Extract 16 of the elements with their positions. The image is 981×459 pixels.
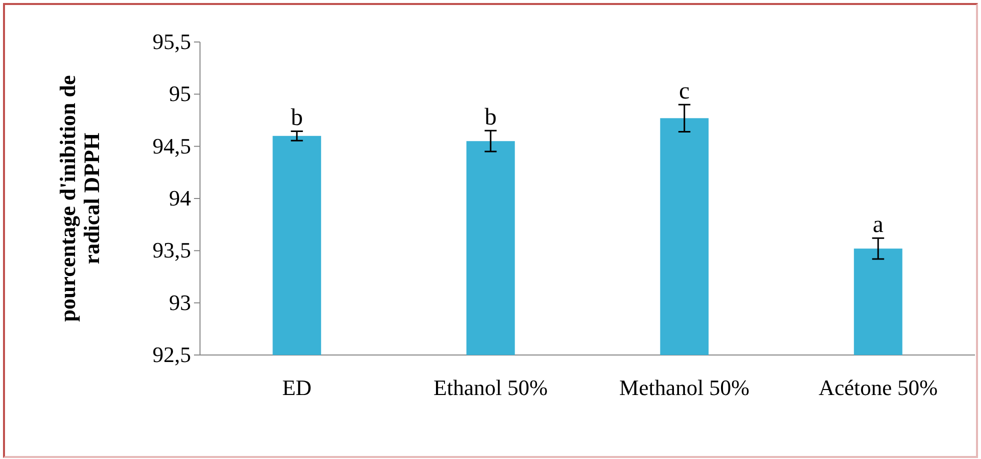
y-tick-label: 92,5 [152, 342, 191, 368]
y-tick-label: 95 [169, 81, 191, 106]
y-tick-label: 94,5 [152, 133, 191, 158]
y-axis-title: pourcentage d'inibition de radical DPPH [55, 75, 104, 322]
x-tick-label: Acétone 50% [818, 375, 938, 400]
annotation: b [484, 104, 497, 131]
x-tick-label: Ethanol 50% [433, 375, 548, 400]
y-tick-label: 95,5 [152, 29, 191, 54]
y-tick-label: 93 [169, 290, 191, 315]
x-tick-label: Methanol 50% [619, 375, 750, 400]
annotation: c [679, 78, 690, 105]
annotation: b [290, 105, 303, 132]
y-tick-label: 93,5 [152, 238, 191, 263]
annotation: a [872, 212, 884, 238]
x-tick-label: ED [282, 375, 312, 400]
y-tick-label: 94 [169, 186, 191, 211]
